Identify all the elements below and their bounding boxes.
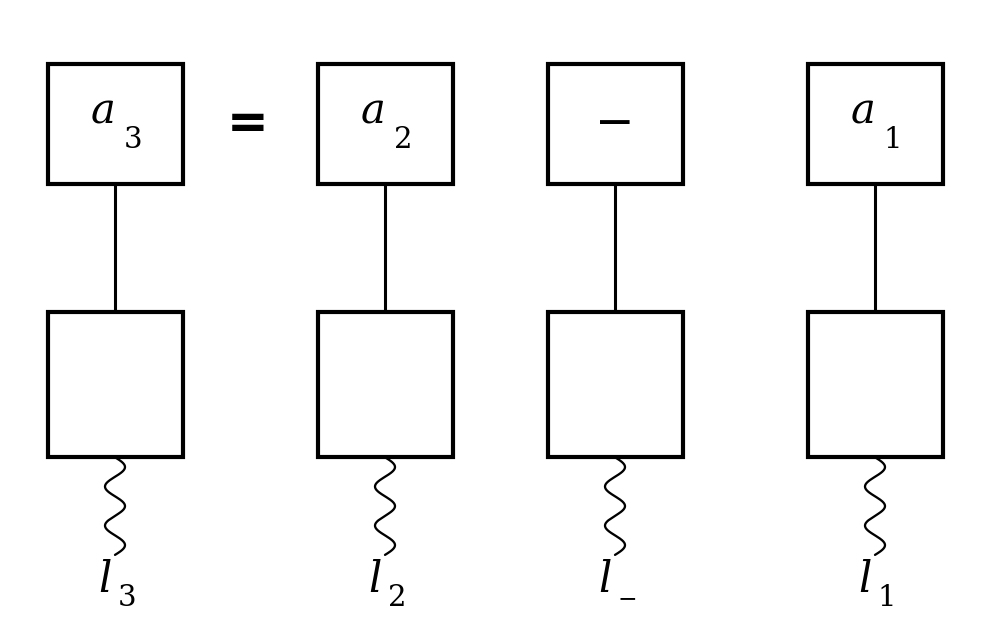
Text: a: a <box>851 91 875 133</box>
Bar <box>808 64 942 185</box>
Text: −: − <box>617 587 637 610</box>
Bar <box>48 64 182 185</box>
Text: l: l <box>98 559 112 601</box>
Text: l: l <box>598 559 612 601</box>
Text: 3: 3 <box>118 584 136 613</box>
Text: l: l <box>368 559 382 601</box>
Bar <box>318 311 452 458</box>
Bar <box>548 311 682 458</box>
Text: −: − <box>595 102 635 146</box>
Text: 3: 3 <box>124 125 142 154</box>
Bar <box>548 64 682 185</box>
Text: l: l <box>858 559 872 601</box>
Text: 2: 2 <box>394 125 412 154</box>
Text: 2: 2 <box>388 584 406 613</box>
Text: a: a <box>361 91 385 133</box>
Bar <box>318 64 452 185</box>
Text: 1: 1 <box>884 125 902 154</box>
Text: a: a <box>91 91 115 133</box>
Bar <box>48 311 182 458</box>
Bar <box>808 311 942 458</box>
Text: 1: 1 <box>878 584 896 613</box>
Text: =: = <box>227 100 269 148</box>
